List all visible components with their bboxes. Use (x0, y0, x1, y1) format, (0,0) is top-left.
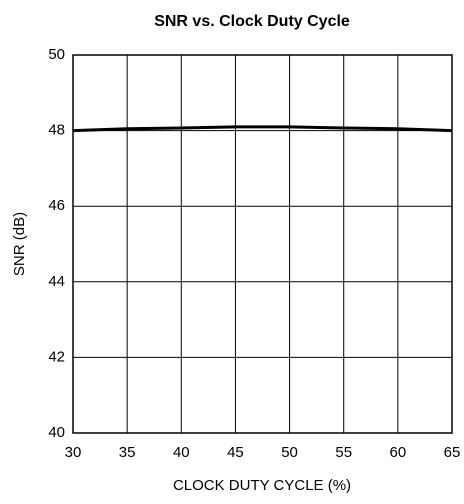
x-tick-label: 30 (65, 444, 82, 461)
x-tick-label: 45 (227, 444, 244, 461)
y-axis-label: SNR (dB) (11, 212, 28, 276)
x-tick-label: 35 (119, 444, 136, 461)
y-tick-label: 48 (48, 122, 65, 139)
data-line (72, 125, 453, 133)
x-tick-label: 50 (281, 444, 298, 461)
y-tick-label: 40 (48, 424, 65, 441)
y-tick-label: 46 (48, 197, 65, 214)
x-tick-label: 55 (335, 444, 352, 461)
x-axis-label: CLOCK DUTY CYCLE (%) (173, 477, 351, 494)
chart-title: SNR vs. Clock Duty Cycle (154, 13, 350, 30)
plot-frame (72, 54, 453, 434)
y-tick-label: 42 (48, 348, 65, 365)
y-tick-label: 50 (48, 46, 65, 63)
y-tick-label: 44 (48, 273, 65, 290)
x-tick-label: 60 (390, 444, 407, 461)
x-tick-label: 65 (444, 444, 461, 461)
x-tick-label: 40 (173, 444, 190, 461)
